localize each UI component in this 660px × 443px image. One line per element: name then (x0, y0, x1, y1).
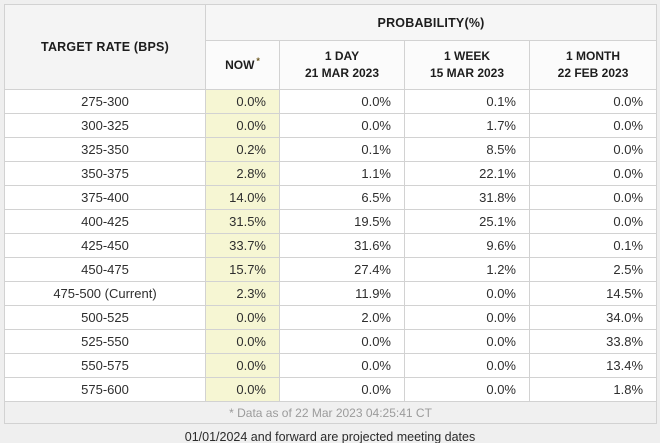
day-cell: 31.6% (279, 233, 405, 258)
probability-table-wrap: TARGET RATE (BPS) PROBABILITY(%) NOW * 1 … (3, 4, 658, 424)
month-cell: 0.0% (528, 185, 658, 210)
projected-dates-note: 01/01/2024 and forward are projected mee… (184, 430, 476, 443)
one-month-column-header: 1 MONTH 22 FEB 2023 (528, 40, 658, 90)
table-body: 275-300 0.0% 0.0% 0.1% 0.0% 300-325 0.0% 0.0% 1.… (4, 89, 658, 402)
day-cell: 0.0% (279, 329, 405, 354)
month-cell: 1.8% (528, 377, 658, 402)
month-cell: 0.0% (528, 137, 658, 162)
now-label: NOW (225, 58, 255, 73)
now-cell: 2.8% (205, 161, 280, 186)
month-cell: 2.5% (528, 257, 658, 282)
rate-cell: 325-350 (4, 137, 206, 162)
month-cell: 0.0% (528, 89, 658, 114)
table-row: 350-375 2.8% 1.1% 22.1% 0.0% (4, 161, 658, 186)
now-cell: 0.0% (205, 113, 280, 138)
rate-cell: 475-500 (Current) (4, 281, 206, 306)
month-cell: 0.0% (528, 209, 658, 234)
day-cell: 6.5% (279, 185, 405, 210)
week-cell: 0.0% (404, 305, 530, 330)
rate-cell: 400-425 (4, 209, 206, 234)
now-cell: 0.0% (205, 89, 280, 114)
table-row: 300-325 0.0% 0.0% 1.7% 0.0% (4, 113, 658, 138)
week-cell: 0.0% (404, 281, 530, 306)
table-row: 550-575 0.0% 0.0% 0.0% 13.4% (4, 353, 658, 378)
day-cell: 27.4% (279, 257, 405, 282)
one-day-date: 21 MAR 2023 (304, 66, 380, 80)
month-cell: 14.5% (528, 281, 658, 306)
table-row: 475-500 (Current) 2.3% 11.9% 0.0% 14.5% (4, 281, 658, 306)
day-cell: 0.0% (279, 377, 405, 402)
now-cell: 0.0% (205, 305, 280, 330)
month-cell: 33.8% (528, 329, 658, 354)
rate-cell: 375-400 (4, 185, 206, 210)
rate-cell: 550-575 (4, 353, 206, 378)
day-cell: 2.0% (279, 305, 405, 330)
week-cell: 0.1% (404, 89, 530, 114)
now-asterisk: * (256, 56, 260, 67)
table-row: 450-475 15.7% 27.4% 1.2% 2.5% (4, 257, 658, 282)
week-cell: 0.0% (404, 353, 530, 378)
now-cell: 31.5% (205, 209, 280, 234)
now-cell: 0.0% (205, 353, 280, 378)
table-row: 400-425 31.5% 19.5% 25.1% 0.0% (4, 209, 658, 234)
one-month-date: 22 FEB 2023 (557, 66, 629, 80)
now-cell: 2.3% (205, 281, 280, 306)
table-row: 325-350 0.2% 0.1% 8.5% 0.0% (4, 137, 658, 162)
one-week-date: 15 MAR 2023 (429, 66, 505, 80)
rate-cell: 575-600 (4, 377, 206, 402)
week-cell: 31.8% (404, 185, 530, 210)
table-row: 575-600 0.0% 0.0% 0.0% 1.8% (4, 377, 658, 402)
one-month-label: 1 MONTH (566, 48, 621, 63)
day-cell: 11.9% (279, 281, 405, 306)
now-cell: 14.0% (205, 185, 280, 210)
probability-group-header: PROBABILITY(%) (204, 4, 658, 41)
week-cell: 9.6% (404, 233, 530, 258)
now-cell: 15.7% (205, 257, 280, 282)
one-day-label: 1 DAY (324, 48, 360, 63)
table-row: 425-450 33.7% 31.6% 9.6% 0.1% (4, 233, 658, 258)
rate-cell: 500-525 (4, 305, 206, 330)
table-row: 525-550 0.0% 0.0% 0.0% 33.8% (4, 329, 658, 354)
week-cell: 1.2% (404, 257, 530, 282)
one-day-column-header: 1 DAY 21 MAR 2023 (279, 40, 405, 90)
rate-cell: 525-550 (4, 329, 206, 354)
now-cell: 33.7% (205, 233, 280, 258)
week-cell: 8.5% (404, 137, 530, 162)
day-cell: 0.0% (279, 89, 405, 114)
week-cell: 22.1% (404, 161, 530, 186)
rate-cell: 275-300 (4, 89, 206, 114)
one-week-label: 1 WEEK (443, 48, 490, 63)
table-row: 375-400 14.0% 6.5% 31.8% 0.0% (4, 185, 658, 210)
month-cell: 13.4% (528, 353, 658, 378)
week-cell: 0.0% (404, 377, 530, 402)
day-cell: 0.0% (279, 353, 405, 378)
day-cell: 1.1% (279, 161, 405, 186)
month-cell: 0.0% (528, 161, 658, 186)
now-cell: 0.0% (205, 377, 280, 402)
week-cell: 1.7% (404, 113, 530, 138)
now-column-header: NOW * (205, 40, 280, 90)
rate-cell: 350-375 (4, 161, 206, 186)
data-as-of-footnote: * Data as of 22 Mar 2023 04:25:41 CT (3, 401, 658, 424)
month-cell: 0.1% (528, 233, 658, 258)
month-cell: 0.0% (528, 113, 658, 138)
one-week-column-header: 1 WEEK 15 MAR 2023 (404, 40, 530, 90)
week-cell: 25.1% (404, 209, 530, 234)
target-rate-header: TARGET RATE (BPS) (4, 4, 206, 90)
rate-cell: 425-450 (4, 233, 206, 258)
table-row: 500-525 0.0% 2.0% 0.0% 34.0% (4, 305, 658, 330)
month-cell: 34.0% (528, 305, 658, 330)
day-cell: 0.1% (279, 137, 405, 162)
day-cell: 0.0% (279, 113, 405, 138)
rate-cell: 300-325 (4, 113, 206, 138)
now-cell: 0.2% (205, 137, 280, 162)
day-cell: 19.5% (279, 209, 405, 234)
now-cell: 0.0% (205, 329, 280, 354)
table-row: 275-300 0.0% 0.0% 0.1% 0.0% (4, 89, 658, 114)
probability-table: TARGET RATE (BPS) PROBABILITY(%) NOW * 1 … (3, 4, 658, 424)
week-cell: 0.0% (404, 329, 530, 354)
rate-cell: 450-475 (4, 257, 206, 282)
